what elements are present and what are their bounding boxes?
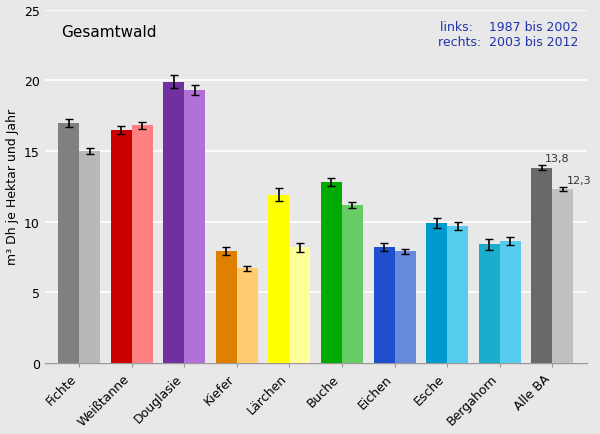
Bar bbox=[289, 247, 310, 363]
Bar bbox=[342, 205, 363, 363]
Text: 13,8: 13,8 bbox=[544, 154, 569, 164]
Bar bbox=[163, 82, 184, 363]
Bar bbox=[374, 247, 395, 363]
Bar bbox=[532, 168, 553, 363]
Y-axis label: m³ Dh je Hektar und Jahr: m³ Dh je Hektar und Jahr bbox=[5, 109, 19, 265]
Bar bbox=[268, 195, 289, 363]
Text: 12,3: 12,3 bbox=[567, 176, 592, 186]
Bar bbox=[553, 190, 574, 363]
Bar bbox=[321, 183, 342, 363]
Bar bbox=[479, 245, 500, 363]
Bar bbox=[426, 224, 447, 363]
Text: links:    1987 bis 2002
rechts:  2003 bis 2012: links: 1987 bis 2002 rechts: 2003 bis 20… bbox=[438, 21, 578, 49]
Bar bbox=[58, 123, 79, 363]
Bar bbox=[237, 269, 258, 363]
Bar bbox=[79, 151, 100, 363]
Bar bbox=[395, 252, 416, 363]
Bar bbox=[110, 130, 131, 363]
Bar bbox=[216, 252, 237, 363]
Bar bbox=[131, 126, 152, 363]
Text: Gesamtwald: Gesamtwald bbox=[61, 25, 157, 39]
Bar bbox=[184, 91, 205, 363]
Bar bbox=[500, 242, 521, 363]
Bar bbox=[447, 226, 468, 363]
